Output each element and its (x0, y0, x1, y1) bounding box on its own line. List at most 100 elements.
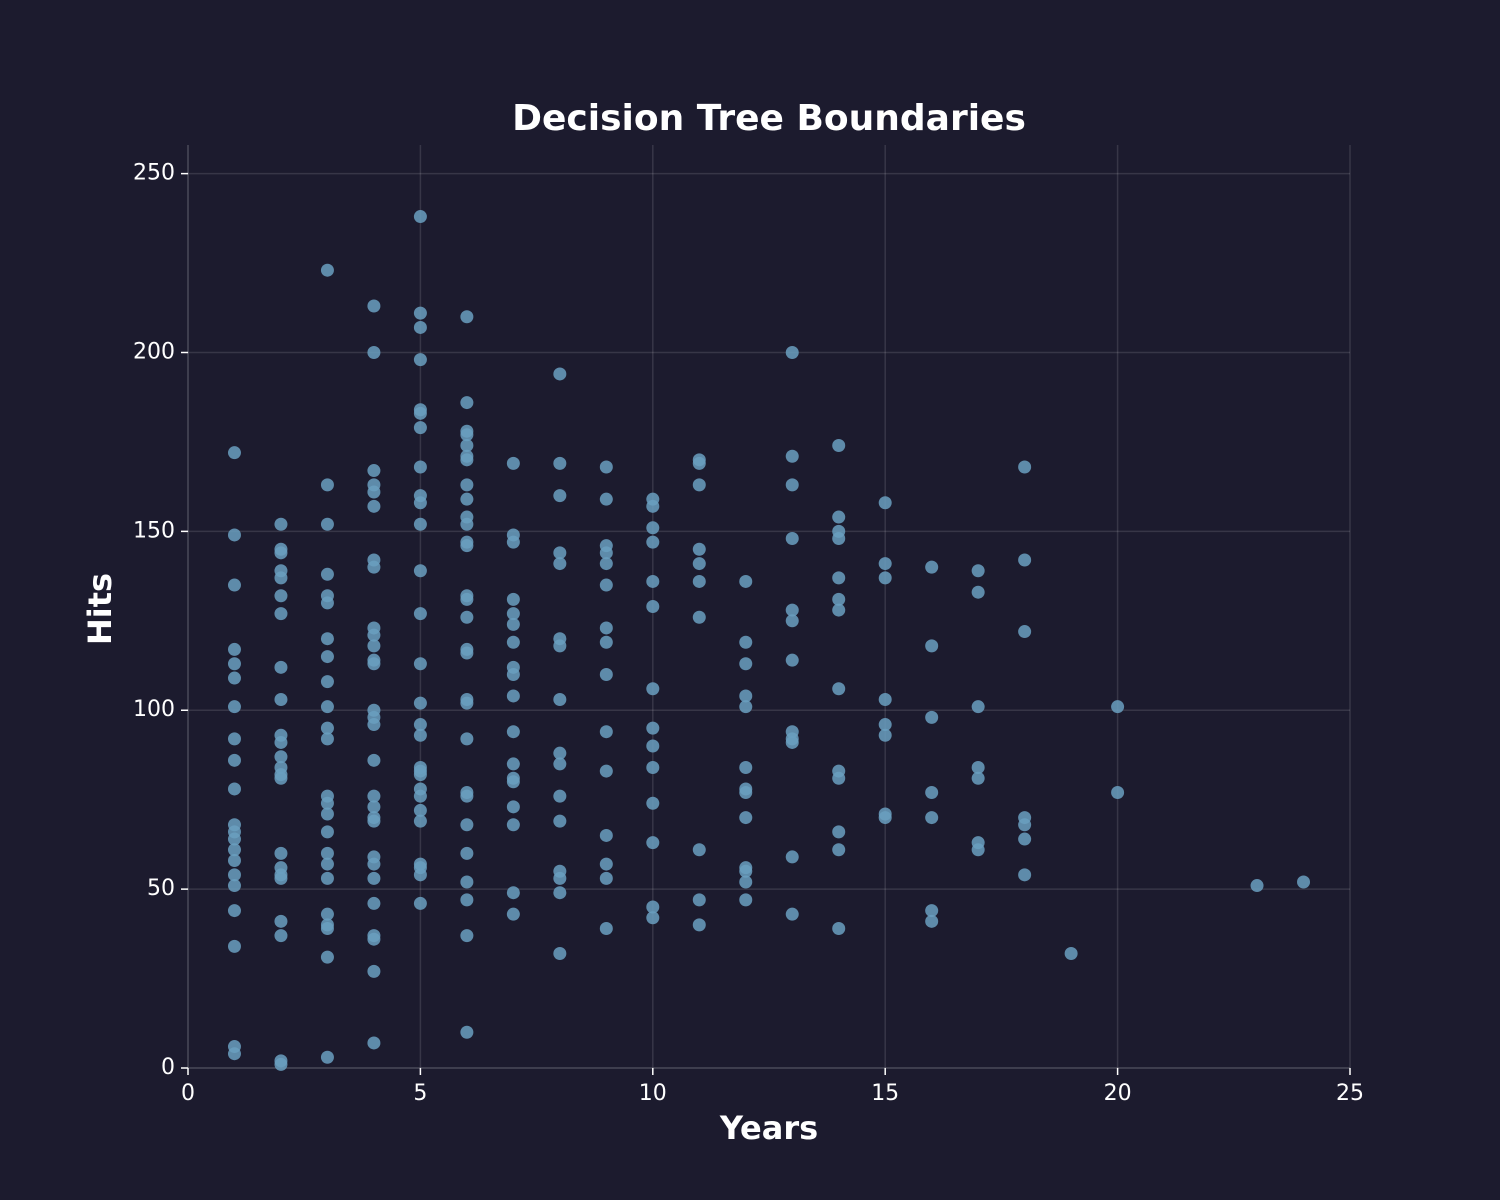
x-tick-label: 25 (1336, 1081, 1364, 1106)
point (413, 789, 427, 803)
point (506, 775, 520, 789)
point (646, 499, 660, 513)
point (692, 557, 706, 571)
point (785, 907, 799, 921)
point (460, 428, 474, 442)
point (320, 567, 334, 581)
point (460, 539, 474, 553)
point (646, 911, 660, 925)
point (553, 871, 567, 885)
point (320, 517, 334, 531)
point (227, 753, 241, 767)
point (553, 814, 567, 828)
point (1018, 818, 1032, 832)
point (506, 667, 520, 681)
point (367, 299, 381, 313)
point (506, 535, 520, 549)
point (227, 904, 241, 918)
point (320, 807, 334, 821)
point (413, 768, 427, 782)
point (832, 592, 846, 606)
point (646, 760, 660, 774)
point (925, 710, 939, 724)
point (599, 667, 613, 681)
point (599, 492, 613, 506)
point (274, 871, 288, 885)
point (1018, 832, 1032, 846)
point (506, 635, 520, 649)
point (739, 700, 753, 714)
point (413, 896, 427, 910)
point (320, 1050, 334, 1064)
point (739, 811, 753, 825)
point (1250, 879, 1264, 893)
point (460, 517, 474, 531)
point (227, 528, 241, 542)
point (320, 871, 334, 885)
point (553, 746, 567, 760)
point (925, 811, 939, 825)
point (1111, 700, 1125, 714)
point (227, 700, 241, 714)
point (878, 728, 892, 742)
point (367, 814, 381, 828)
point (413, 320, 427, 334)
point (367, 789, 381, 803)
point (367, 718, 381, 732)
point (878, 557, 892, 571)
point (274, 846, 288, 860)
point (1018, 625, 1032, 639)
point (227, 446, 241, 460)
point (646, 682, 660, 696)
point (646, 739, 660, 753)
point (599, 578, 613, 592)
point (553, 947, 567, 961)
point (320, 732, 334, 746)
point (1018, 868, 1032, 882)
point (367, 628, 381, 642)
point (460, 732, 474, 746)
point (739, 875, 753, 889)
point (320, 846, 334, 860)
point (971, 771, 985, 785)
y-tick-label: 200 (133, 339, 175, 364)
point (785, 345, 799, 359)
y-tick-label: 250 (133, 161, 175, 186)
point (320, 700, 334, 714)
point (599, 635, 613, 649)
point (599, 460, 613, 474)
point (413, 868, 427, 882)
point (460, 478, 474, 492)
point (553, 489, 567, 503)
point (1064, 947, 1078, 961)
point (460, 646, 474, 660)
point (599, 857, 613, 871)
point (227, 1047, 241, 1061)
point (785, 653, 799, 667)
point (274, 546, 288, 560)
point (692, 456, 706, 470)
point (785, 532, 799, 546)
point (692, 542, 706, 556)
point (925, 639, 939, 653)
point (274, 517, 288, 531)
point (227, 782, 241, 796)
point (460, 929, 474, 943)
point (460, 396, 474, 410)
point (320, 796, 334, 810)
point (274, 771, 288, 785)
point (413, 657, 427, 671)
point (599, 725, 613, 739)
point (971, 585, 985, 599)
point (646, 521, 660, 535)
point (832, 921, 846, 935)
point (413, 696, 427, 710)
point (274, 929, 288, 943)
point (971, 700, 985, 714)
point (320, 857, 334, 871)
point (1297, 875, 1311, 889)
point (553, 456, 567, 470)
point (971, 564, 985, 578)
point (274, 660, 288, 674)
